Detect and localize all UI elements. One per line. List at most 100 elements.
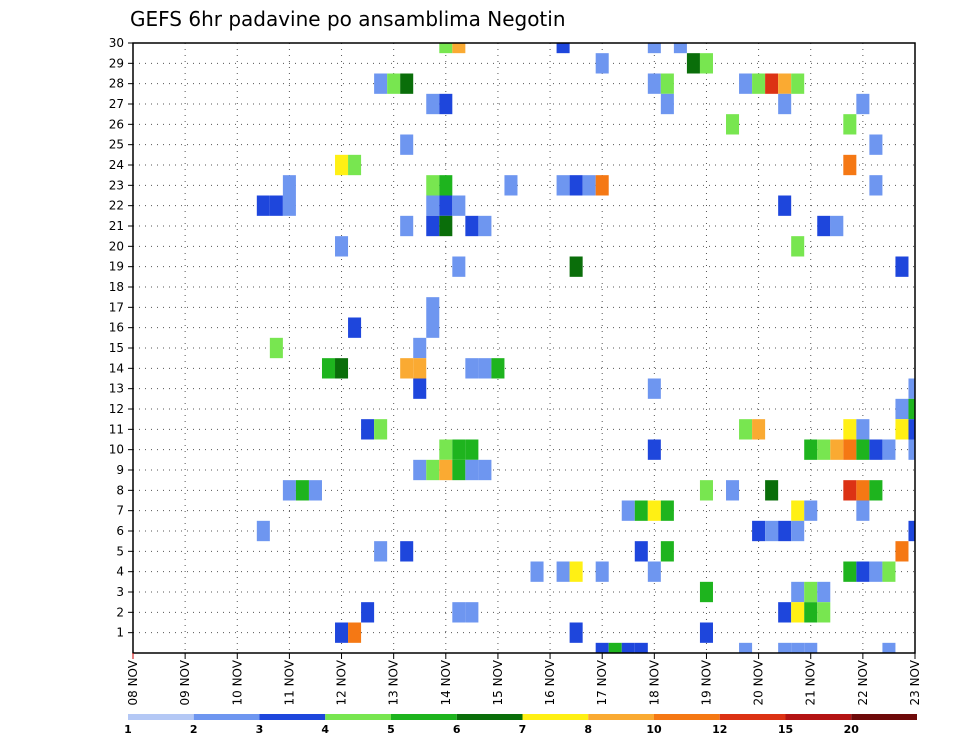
- precipitation-cells: [256, 43, 915, 653]
- y-axis-ticks: 1234567891011121314151617181920212223242…: [109, 36, 133, 640]
- precip-cell: [556, 175, 570, 196]
- precip-cell: [569, 622, 583, 643]
- precip-cell: [791, 520, 805, 542]
- colorbar-swatch: [193, 714, 260, 720]
- precip-cell: [556, 43, 570, 54]
- precip-cell: [869, 480, 883, 501]
- y-tick-label: 8: [116, 483, 124, 497]
- precip-cell: [439, 195, 453, 216]
- precip-cell: [413, 459, 427, 481]
- x-axis-ticks: 08 NOV 09 NOV 10 NOV 11 NOV 12 NOV 13 NOV 14 N…: [126, 653, 922, 706]
- y-tick-label: 6: [116, 524, 124, 538]
- precip-cell: [752, 73, 766, 94]
- x-tick-label: 16 NOV: [543, 659, 557, 705]
- y-tick-label: 20: [109, 239, 124, 253]
- precip-cell: [452, 256, 466, 277]
- precip-cell: [608, 642, 622, 653]
- precip-cell: [478, 215, 492, 237]
- precip-cell: [335, 358, 349, 379]
- colorbar-swatch: [654, 714, 720, 720]
- precip-cell: [843, 154, 857, 176]
- precip-cell: [426, 215, 440, 237]
- precip-cell: [660, 541, 674, 562]
- precip-cell: [439, 43, 453, 54]
- precip-cell: [426, 459, 440, 481]
- colorbar-label: 15: [778, 723, 793, 736]
- colorbar-swatch: [851, 714, 917, 720]
- colorbar-label: 5: [387, 723, 395, 736]
- y-tick-label: 21: [109, 219, 124, 233]
- grid-lines: [133, 43, 915, 653]
- colorbar-label: 4: [321, 723, 329, 736]
- precip-cell: [752, 419, 766, 440]
- y-tick-label: 17: [109, 300, 124, 314]
- precip-cell: [452, 602, 466, 623]
- colorbar-swatch: [325, 714, 391, 720]
- x-tick-label: 15 NOV: [491, 659, 505, 705]
- precip-cell: [660, 93, 674, 115]
- precip-cell: [439, 215, 453, 237]
- colorbar-label: 6: [453, 723, 461, 736]
- x-tick-label: 11 NOV: [282, 659, 296, 705]
- precip-cell: [439, 459, 453, 481]
- x-tick-label: 21 NOV: [804, 659, 818, 705]
- precip-cell: [282, 480, 296, 501]
- y-tick-label: 25: [109, 138, 124, 152]
- y-tick-label: 26: [109, 117, 124, 131]
- precip-cell: [869, 561, 883, 582]
- precip-cell: [465, 215, 479, 237]
- precip-cell: [778, 520, 792, 542]
- precip-cell: [804, 500, 818, 521]
- x-tick-label: 19 NOV: [699, 659, 713, 705]
- y-tick-label: 19: [109, 260, 124, 274]
- y-tick-label: 18: [109, 280, 124, 294]
- precip-cell: [726, 114, 740, 135]
- precip-cell: [400, 358, 414, 379]
- precip-cell: [908, 398, 915, 420]
- precip-cell: [647, 439, 661, 460]
- x-tick-label: 23 NOV: [908, 659, 922, 705]
- y-tick-label: 14: [109, 361, 124, 375]
- colorbar-label: 12: [712, 723, 727, 736]
- precip-cell: [778, 642, 792, 653]
- y-tick-label: 22: [109, 199, 124, 213]
- precip-cell: [830, 215, 844, 237]
- y-tick-label: 15: [109, 341, 124, 355]
- precip-cell: [634, 541, 648, 562]
- precip-cell: [843, 439, 857, 460]
- precip-cell: [882, 642, 896, 653]
- precip-cell: [843, 114, 857, 135]
- precip-cell: [426, 297, 440, 318]
- precip-cell: [335, 622, 349, 643]
- precip-cell: [634, 642, 648, 653]
- y-tick-label: 24: [109, 158, 124, 172]
- precip-cell: [726, 480, 740, 501]
- colorbar-swatch: [128, 714, 194, 720]
- x-tick-label: 13 NOV: [387, 659, 401, 705]
- precip-cell: [804, 439, 818, 460]
- precip-cell: [426, 317, 440, 338]
- precip-cell: [778, 73, 792, 94]
- precip-cell: [465, 602, 479, 623]
- precip-cell: [778, 602, 792, 623]
- precip-cell: [830, 439, 844, 460]
- precip-cell: [321, 358, 336, 379]
- precip-cell: [699, 53, 713, 74]
- y-tick-label: 12: [109, 402, 124, 416]
- colorbar-label: 10: [646, 723, 662, 736]
- precip-cell: [804, 602, 818, 623]
- precip-cell: [686, 53, 700, 74]
- precip-cell: [856, 561, 870, 582]
- precip-cell: [504, 175, 518, 196]
- precip-cell: [739, 419, 753, 440]
- y-tick-label: 4: [116, 565, 124, 579]
- precip-cell: [478, 358, 492, 379]
- precip-cell: [856, 480, 870, 501]
- precip-cell: [439, 439, 453, 460]
- precip-cell: [348, 154, 362, 176]
- colorbar-label: 8: [584, 723, 592, 736]
- precip-cell: [439, 175, 453, 196]
- precip-cell: [308, 480, 322, 501]
- precip-cell: [778, 93, 792, 115]
